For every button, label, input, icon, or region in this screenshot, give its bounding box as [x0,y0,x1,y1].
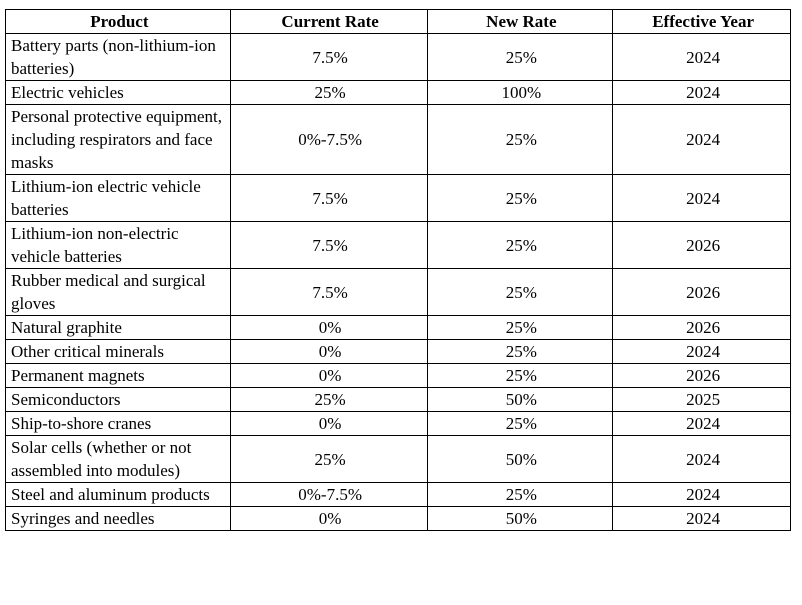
table-row: Electric vehicles 25% 100% 2024 [5,80,791,105]
product-cell: Permanent magnets [5,363,231,388]
table-row: Other critical minerals 0% 25% 2024 [5,339,791,364]
effective-year-cell: 2024 [612,104,791,175]
new-rate-cell: 25% [426,411,614,436]
current-rate-cell: 7.5% [229,268,428,316]
product-cell: Battery parts (non-lithium-ion batteries… [5,33,231,81]
new-rate-cell: 25% [426,482,614,507]
new-rate-cell: 50% [426,387,614,412]
current-rate-cell: 0% [229,315,428,340]
table-row: Ship-to-shore cranes 0% 25% 2024 [5,411,791,436]
header-effective-year: Effective Year [612,9,791,34]
effective-year-cell: 2026 [612,315,791,340]
table-row: Lithium-ion non-electric vehicle batteri… [5,221,791,269]
table-row: Syringes and needles 0% 50% 2024 [5,506,791,531]
product-cell: Ship-to-shore cranes [5,411,231,436]
effective-year-cell: 2024 [612,80,791,105]
new-rate-cell: 25% [426,339,614,364]
product-cell: Syringes and needles [5,506,231,531]
product-cell: Semiconductors [5,387,231,412]
header-product: Product [5,9,231,34]
new-rate-cell: 50% [426,506,614,531]
effective-year-cell: 2024 [612,482,791,507]
product-cell: Other critical minerals [5,339,231,364]
table-row: Natural graphite 0% 25% 2026 [5,315,791,340]
effective-year-cell: 2026 [612,363,791,388]
table-row: Permanent magnets 0% 25% 2026 [5,363,791,388]
new-rate-cell: 25% [426,221,614,269]
product-cell: Lithium-ion non-electric vehicle batteri… [5,221,231,269]
tariff-table: Product Current Rate New Rate Effective … [5,9,791,531]
current-rate-cell: 0%-7.5% [229,482,428,507]
effective-year-cell: 2024 [612,33,791,81]
current-rate-cell: 25% [229,387,428,412]
effective-year-cell: 2024 [612,506,791,531]
effective-year-cell: 2026 [612,221,791,269]
table-row: Steel and aluminum products 0%-7.5% 25% … [5,482,791,507]
current-rate-cell: 25% [229,435,428,483]
current-rate-cell: 0% [229,363,428,388]
current-rate-cell: 7.5% [229,221,428,269]
header-new-rate: New Rate [426,9,614,34]
table-row: Battery parts (non-lithium-ion batteries… [5,33,791,81]
new-rate-cell: 25% [426,315,614,340]
product-cell: Natural graphite [5,315,231,340]
effective-year-cell: 2024 [612,339,791,364]
new-rate-cell: 100% [426,80,614,105]
header-row: Product Current Rate New Rate Effective … [5,9,791,34]
effective-year-cell: 2026 [612,268,791,316]
current-rate-cell: 25% [229,80,428,105]
product-cell: Electric vehicles [5,80,231,105]
effective-year-cell: 2024 [612,174,791,222]
new-rate-cell: 25% [426,33,614,81]
effective-year-cell: 2024 [612,411,791,436]
product-cell: Rubber medical and surgical gloves [5,268,231,316]
product-cell: Personal protective equipment, including… [5,104,231,175]
current-rate-cell: 0% [229,339,428,364]
current-rate-cell: 0% [229,506,428,531]
current-rate-cell: 7.5% [229,174,428,222]
effective-year-cell: 2024 [612,435,791,483]
table-row: Personal protective equipment, including… [5,104,791,175]
new-rate-cell: 25% [426,104,614,175]
new-rate-cell: 25% [426,268,614,316]
product-cell: Lithium-ion electric vehicle batteries [5,174,231,222]
product-cell: Steel and aluminum products [5,482,231,507]
new-rate-cell: 50% [426,435,614,483]
current-rate-cell: 0%-7.5% [229,104,428,175]
table-row: Solar cells (whether or not assembled in… [5,435,791,483]
product-cell: Solar cells (whether or not assembled in… [5,435,231,483]
current-rate-cell: 7.5% [229,33,428,81]
new-rate-cell: 25% [426,363,614,388]
table-row: Semiconductors 25% 50% 2025 [5,387,791,412]
effective-year-cell: 2025 [612,387,791,412]
table-row: Lithium-ion electric vehicle batteries 7… [5,174,791,222]
header-current-rate: Current Rate [229,9,428,34]
new-rate-cell: 25% [426,174,614,222]
table-row: Rubber medical and surgical gloves 7.5% … [5,268,791,316]
current-rate-cell: 0% [229,411,428,436]
